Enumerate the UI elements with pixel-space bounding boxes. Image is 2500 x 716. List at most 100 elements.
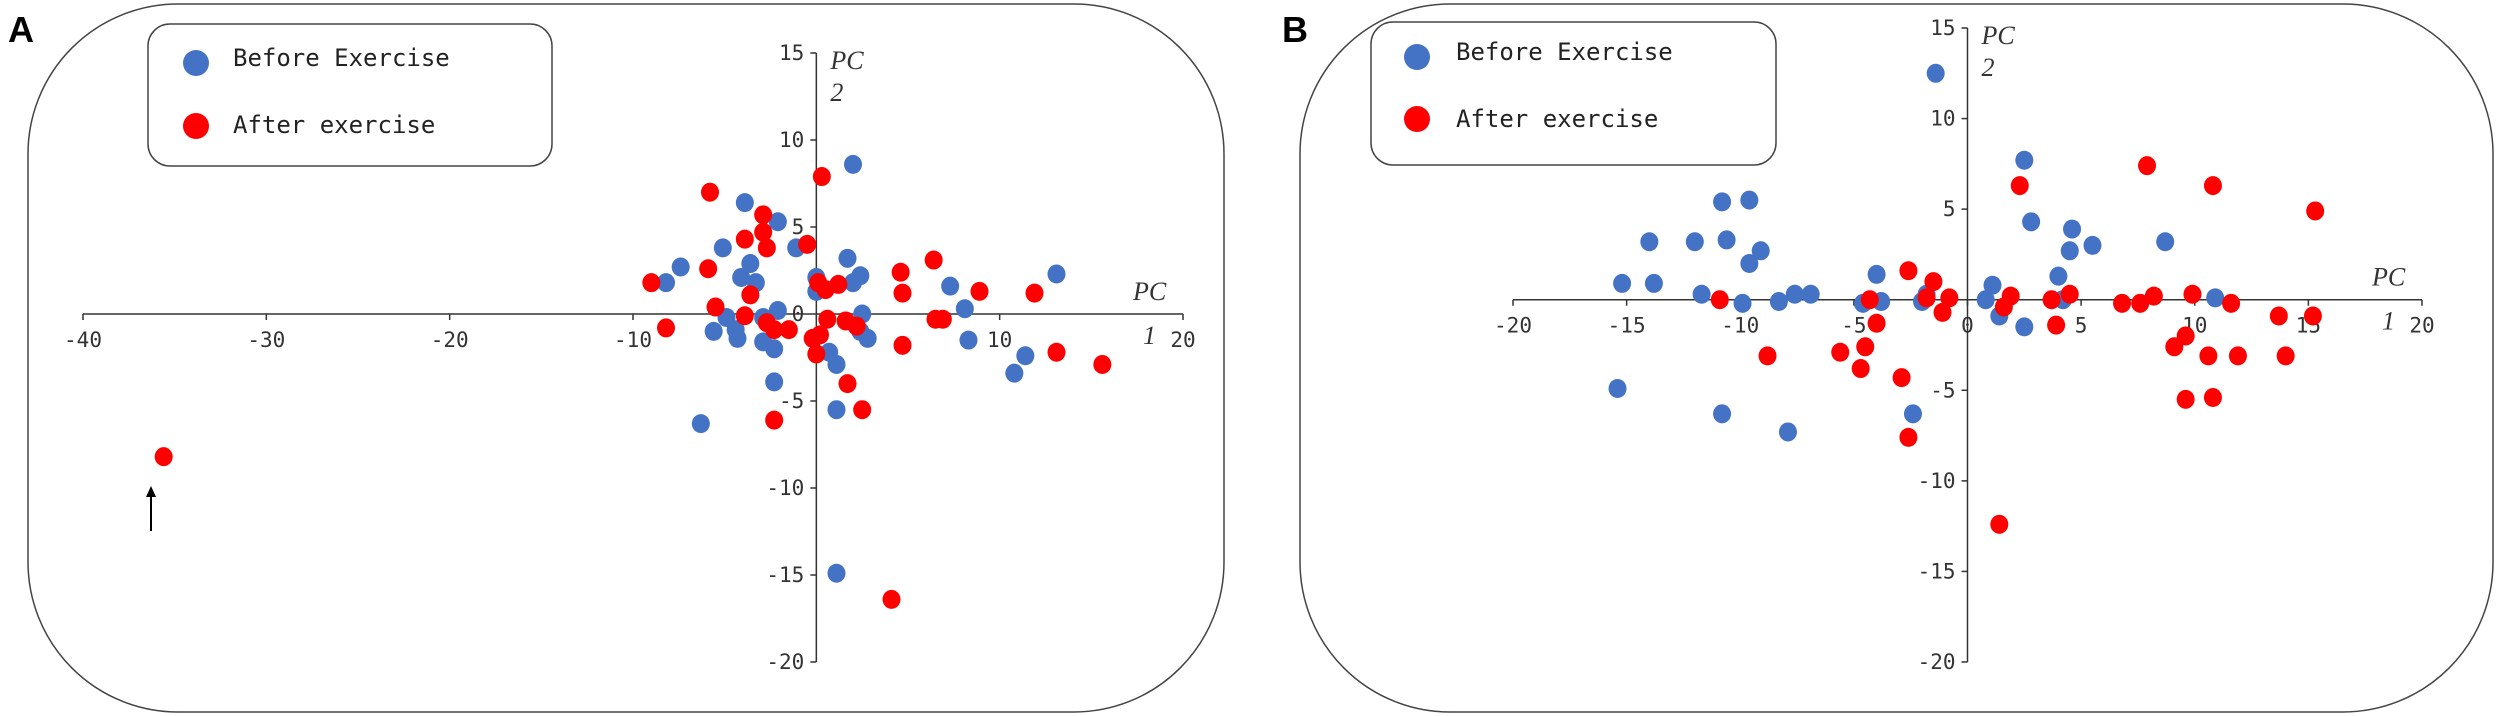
before-exercise-point (657, 273, 675, 293)
after-exercise-point (818, 309, 837, 329)
after-exercise-point (891, 262, 910, 282)
after-exercise-point (1917, 288, 1936, 308)
before-exercise-point (1976, 290, 1995, 310)
x-axis-label-line2: 1 (2382, 307, 2395, 336)
y-axis-label-line1: PC (1981, 21, 2016, 50)
after-exercise-point (2222, 293, 2241, 313)
x-tick-label: 0 (1961, 314, 1974, 338)
after-exercise-point (765, 320, 784, 340)
after-exercise-point (2010, 176, 2029, 196)
x-tick-label: 10 (987, 328, 1012, 352)
after-exercise-point (1047, 342, 1066, 362)
y-tick-label: -15 (1918, 559, 1956, 583)
x-tick-label: 20 (2409, 314, 2434, 338)
after-exercise-point (1899, 427, 1918, 447)
after-exercise-point (706, 297, 725, 317)
before-exercise-point (1608, 378, 1627, 398)
after-exercise-point (882, 589, 901, 609)
after-exercise-point (657, 318, 675, 338)
after-exercise-point (754, 222, 773, 242)
after-exercise-point (1899, 261, 1918, 281)
before-exercise-point (1740, 253, 1759, 273)
x-axis-label-line1: PC (2371, 263, 2406, 292)
before-exercise-point (713, 238, 732, 258)
before-exercise-point (959, 330, 978, 350)
after-exercise-point (829, 274, 848, 294)
x-axis-label-line1: PC (1132, 277, 1167, 306)
x-tick-label: -10 (1721, 314, 1759, 338)
before-exercise-point (765, 372, 784, 392)
before-exercise-point (1903, 404, 1922, 424)
after-exercise-point (924, 250, 943, 270)
after-exercise-point (757, 238, 776, 258)
y-tick-label: 0 (792, 302, 805, 326)
y-tick-label: -10 (766, 476, 804, 500)
before-exercise-point (1047, 264, 1066, 284)
legend-b-before-label: Before Exercise (1456, 38, 1673, 66)
after-exercise-point (754, 205, 773, 225)
after-exercise-point (2113, 293, 2132, 313)
after-exercise-point (735, 229, 754, 249)
after-exercise-point (2203, 388, 2222, 408)
after-exercise-point (1851, 359, 1870, 379)
after-exercise-point (2269, 306, 2288, 326)
y-tick-label: -10 (1918, 469, 1956, 493)
before-exercise-point (1785, 284, 1804, 304)
after-exercise-point (2176, 389, 2195, 409)
after-exercise-point (2144, 286, 2163, 306)
y-tick-label: 15 (1930, 16, 1955, 40)
before-exercise-point (1692, 284, 1711, 304)
y-axis-label-line2: 2 (830, 78, 843, 107)
before-exercise-point (827, 563, 846, 583)
legend-b-after-label: After exercise (1456, 105, 1658, 133)
after-exercise-point (2228, 346, 2247, 366)
panel-b-label: B (1282, 9, 1308, 50)
after-exercise-point (847, 316, 866, 336)
after-exercise-point (154, 447, 173, 467)
before-exercise-point (2060, 241, 2079, 261)
after-exercise-point (1093, 354, 1112, 374)
before-exercise-point (2083, 235, 2102, 255)
after-exercise-point (1856, 337, 1875, 357)
after-exercise-point (2138, 156, 2157, 176)
after-exercise-point (970, 281, 989, 301)
before-exercise-point (768, 301, 787, 321)
y-tick-label: 5 (792, 215, 805, 239)
y-tick-label: -20 (1918, 650, 1956, 674)
after-exercise-point (2203, 176, 2222, 196)
after-exercise-point (2060, 284, 2079, 304)
x-tick-label: -15 (1608, 314, 1646, 338)
after-exercise-point (2183, 284, 2202, 304)
after-exercise-point (642, 273, 661, 293)
after-exercise-point (1867, 313, 1886, 333)
before-exercise-point (1740, 190, 1759, 210)
after-exercise-point (2306, 201, 2325, 221)
after-exercise-point (2042, 290, 2061, 310)
after-exercise-point (2199, 346, 2218, 366)
y-tick-label: 10 (1930, 107, 1955, 131)
panel-b: B Before Exercise After exercise -20 -15 -… (1282, 3, 2494, 713)
before-exercise-point (1613, 273, 1632, 293)
x-tick-label: -20 (1494, 314, 1532, 338)
legend-a (147, 23, 553, 167)
before-exercise-point (844, 154, 862, 174)
before-exercise-point (1644, 273, 1663, 293)
after-exercise-point (1758, 346, 1777, 366)
after-exercise-point (933, 309, 952, 329)
legend-b (1370, 21, 1777, 166)
y-tick-label: -5 (779, 389, 804, 413)
after-exercise-point (2131, 293, 2150, 313)
before-exercise-point (1733, 293, 1752, 313)
before-exercise-point (1016, 346, 1035, 366)
x-axis-label-line2: 1 (1143, 321, 1156, 350)
before-exercise-point (2156, 232, 2175, 252)
after-exercise-point (1924, 272, 1943, 292)
before-exercise-point (768, 212, 787, 232)
before-exercise-point (2022, 212, 2041, 232)
x-tick-label: -30 (247, 328, 285, 352)
after-exercise-point (807, 344, 826, 364)
before-exercise-point (858, 328, 877, 348)
x-tick-label: 5 (2075, 314, 2088, 338)
after-exercise-point (1025, 283, 1044, 303)
x-tick-label: -20 (431, 328, 469, 352)
